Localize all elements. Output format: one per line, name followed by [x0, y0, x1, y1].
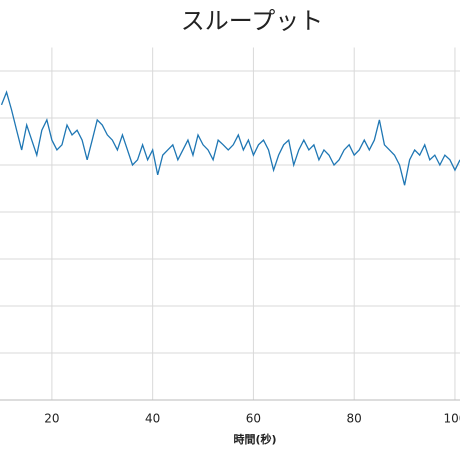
x-tick-label: 40: [145, 412, 160, 426]
x-tick-label: 80: [347, 412, 362, 426]
x-tick-label: 100: [444, 412, 460, 426]
x-tick-label: 60: [246, 412, 261, 426]
data-line: [0, 90, 460, 186]
x-axis-label: 時間(秒): [233, 432, 276, 446]
chart-title: スループット: [181, 7, 324, 35]
x-tick-label: 20: [44, 412, 59, 426]
